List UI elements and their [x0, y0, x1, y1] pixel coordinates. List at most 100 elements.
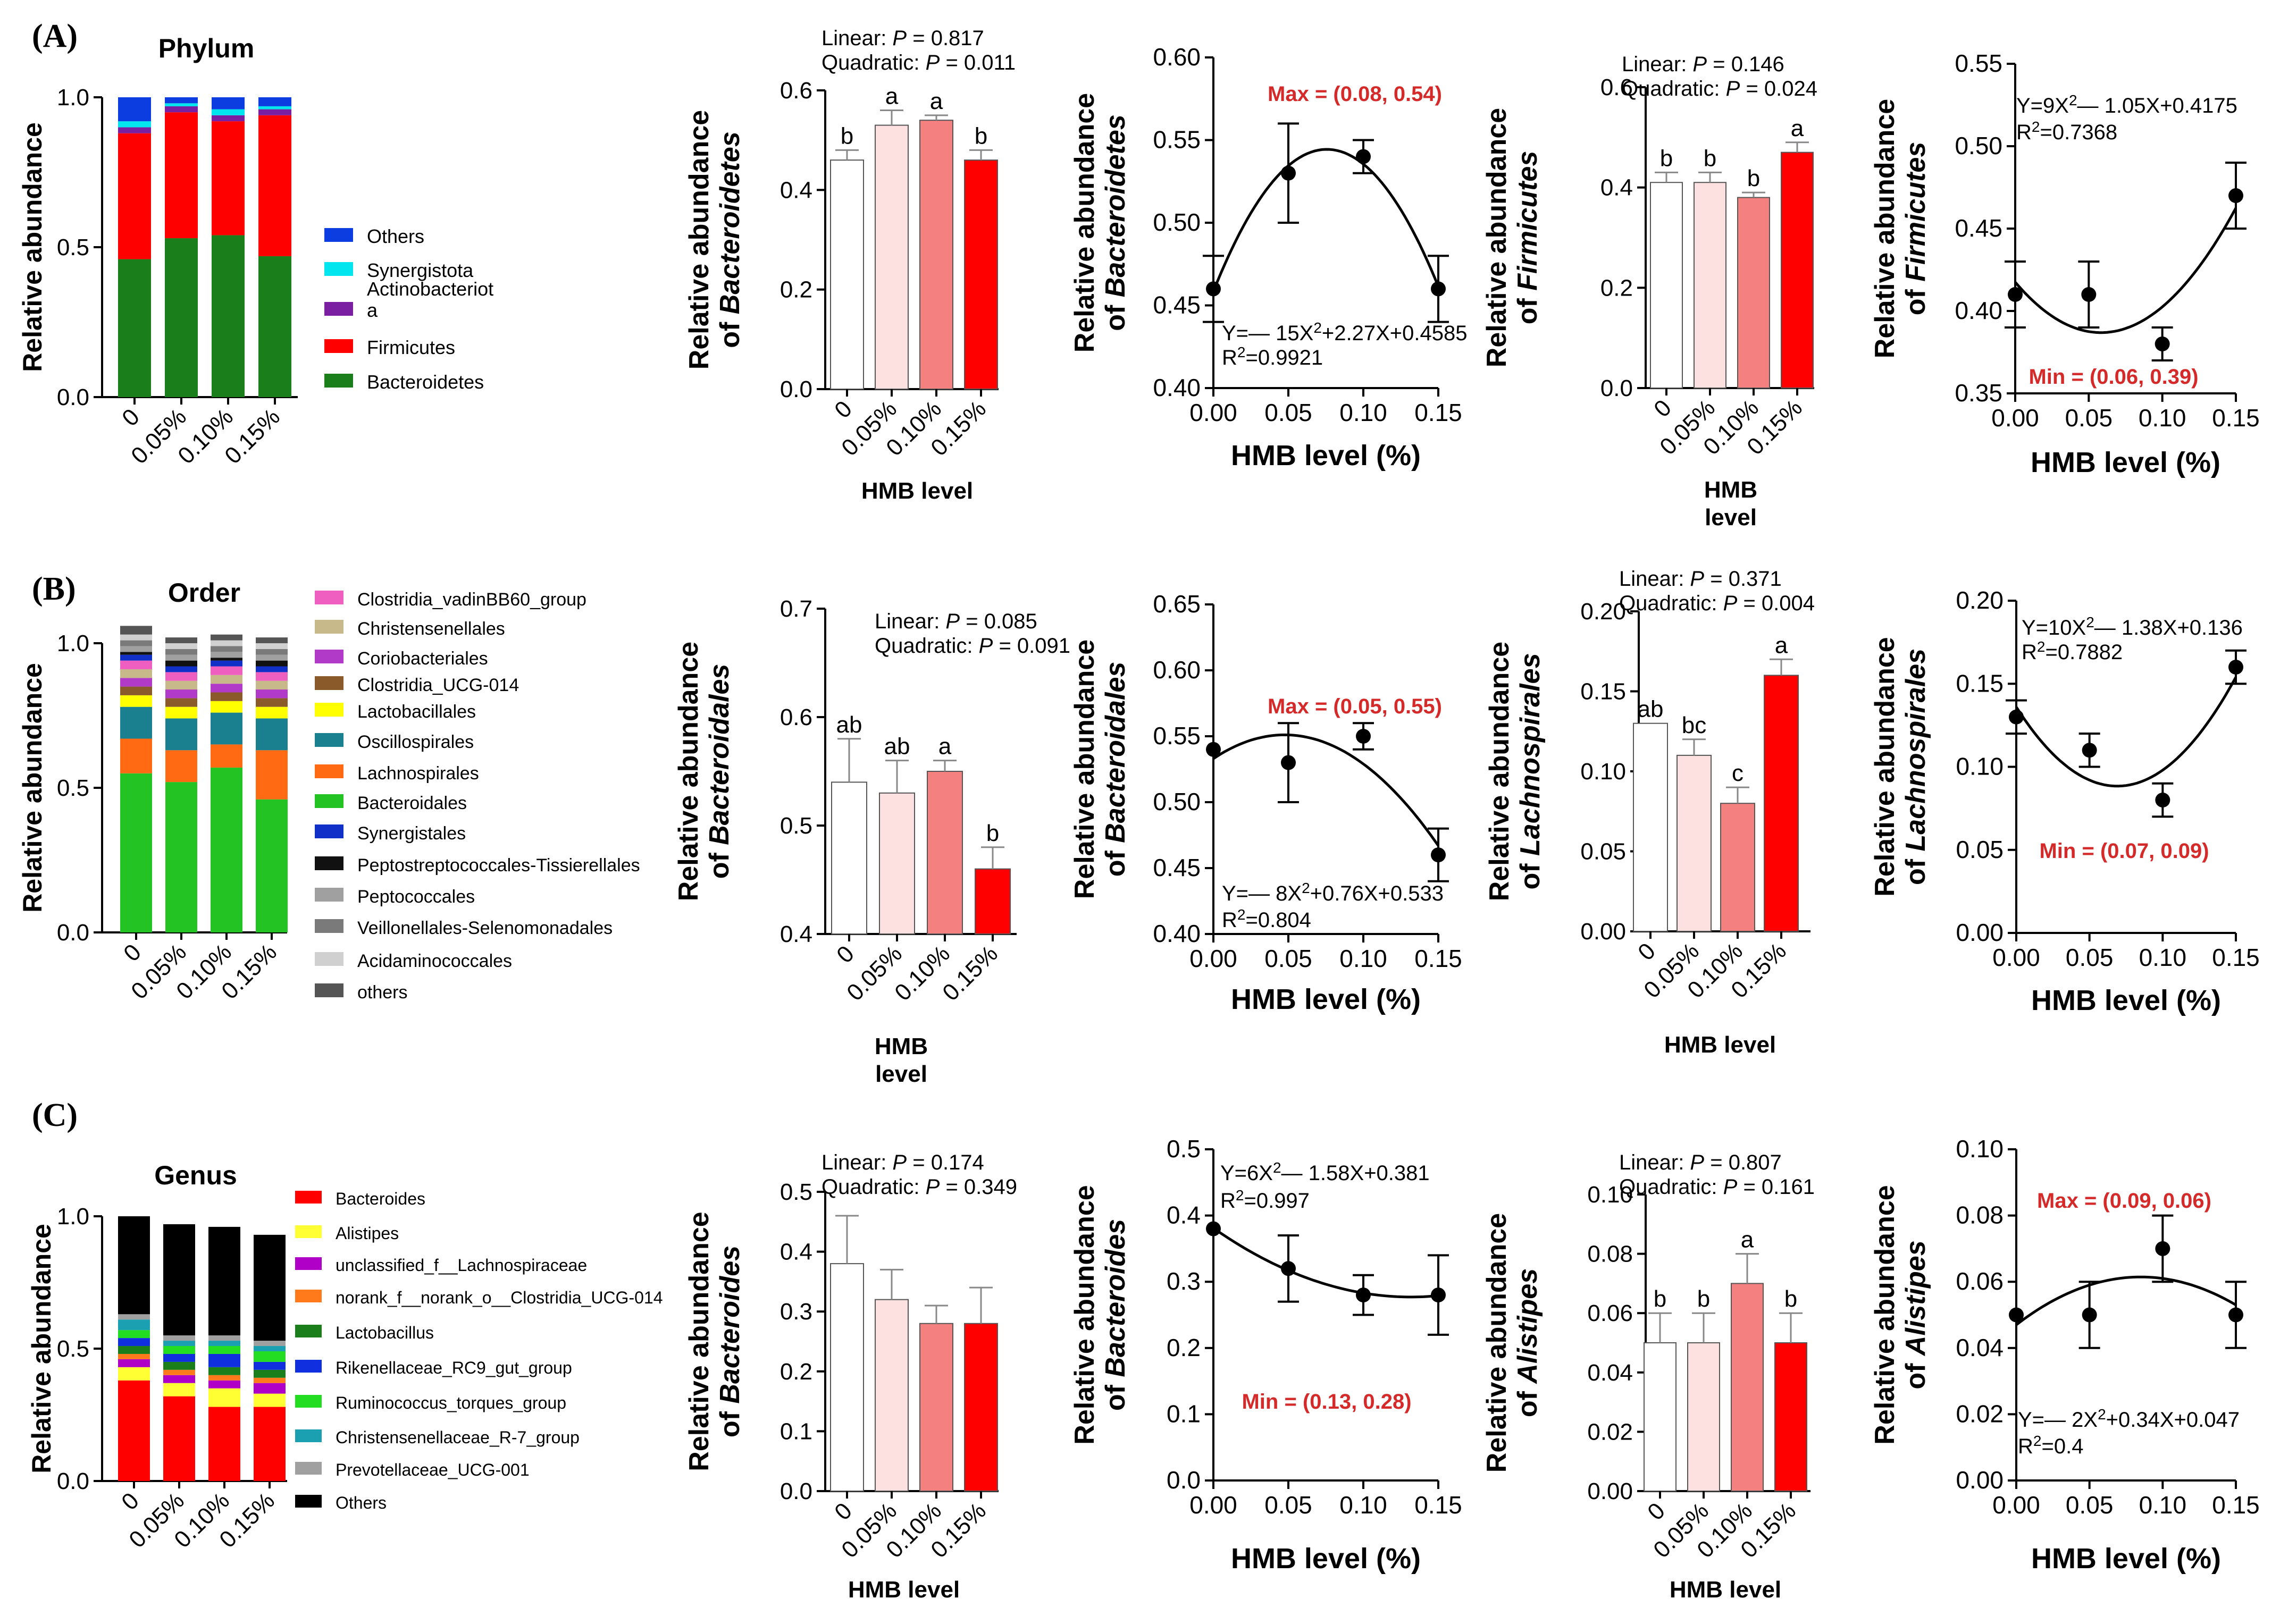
B1-title: Order	[168, 578, 240, 608]
C3-fit-equation: Y=6X2— 1.58X+0.381	[1220, 1159, 1430, 1185]
A4-y-axis-title-line2-part: Firmicutes	[1512, 151, 1543, 291]
C4-p-value-part: Quadratic:	[1619, 1175, 1723, 1199]
C2-bar	[830, 1263, 864, 1492]
B1-legend-swatch	[315, 591, 343, 604]
B2-p-value-part: P	[945, 610, 960, 633]
A2-y-tick-label: 0.2	[780, 277, 812, 303]
C2-y-axis-title-line2: of Bacteroides	[715, 1246, 745, 1437]
B4-p-value-part: P	[1723, 592, 1738, 615]
B4-y-tick-label: 0.15	[1580, 679, 1626, 705]
A2-y-axis-title-line2-part: of	[715, 314, 745, 348]
C3-y-axis-title: Relative abundance	[1069, 1185, 1100, 1444]
A3-x-tick-label: 0.05	[1264, 399, 1312, 426]
C3-y-tick-label: 0.0	[1167, 1466, 1201, 1494]
B5-x-tick-label: 0.10	[2139, 944, 2187, 971]
A4-x-axis-title: level	[1705, 504, 1757, 531]
C1-legend-label: Lactobacillus	[336, 1323, 434, 1342]
A1-y-tick-label: 1.0	[57, 85, 89, 111]
B1-segment-lachnospirales	[120, 738, 152, 773]
B4-y-tick-label: 0.05	[1580, 839, 1626, 865]
B1-legend-swatch	[315, 733, 343, 747]
C1-segment-bacteroides	[208, 1407, 240, 1481]
B1-segment-clostridia-ucg-014	[165, 698, 197, 707]
C1-segment-christensenellaceae-r-7-group	[208, 1341, 240, 1347]
C1-legend-swatch	[295, 1290, 322, 1302]
C1-legend-swatch	[295, 1191, 322, 1204]
A1-segment-synergistota	[118, 121, 151, 128]
B1-legend-label: Veillonellales-Selenomonadales	[357, 918, 613, 938]
C5-x-tick-label: 0.05	[2066, 1491, 2114, 1519]
C5-r-squared-tail: =0.4	[2041, 1435, 2083, 1458]
B5-y-axis-title: Relative abundance	[1870, 637, 1900, 896]
C2-p-value-part: = 0.174	[907, 1151, 984, 1174]
C3-x-tick-label: 0.15	[1414, 1491, 1462, 1519]
A5-y-axis-title: Relative abundance	[1870, 99, 1900, 358]
C2-bar	[919, 1323, 953, 1492]
C2-y-axis-title-line2-part: Bacteroides	[715, 1246, 745, 1404]
A3-x-axis-title: HMB level (%)	[1231, 440, 1421, 472]
A1-segment-synergistota	[165, 103, 198, 106]
B1-legend-swatch	[315, 794, 343, 808]
C4-y-tick-label: 0.10	[1587, 1182, 1633, 1208]
C1-legend-label: unclassified_f__Lachnospiraceae	[336, 1256, 587, 1275]
A1-segment-firmicutes	[118, 133, 151, 259]
A2-p-value-part: P	[926, 51, 940, 74]
A1-segment-actinobacteriota	[118, 127, 151, 133]
A4-significance-letter: b	[1747, 165, 1760, 191]
B1-legend-label: Bacteroidales	[357, 793, 467, 813]
A5-x-tick-label: 0.05	[2065, 404, 2113, 432]
C4-y-tick-label: 0.06	[1587, 1300, 1633, 1326]
A5-data-point	[2155, 336, 2170, 351]
A1-segment-actinobacteriota	[258, 109, 291, 115]
B1-segment-lactobacillales	[211, 701, 242, 713]
A2-p-value-part: P	[892, 27, 907, 50]
A4-p-value: Quadratic: P = 0.024	[1622, 77, 1817, 100]
C1-segment-unclassified-f-lachnospiraceae	[254, 1383, 286, 1394]
B1-legend-label: Peptococcales	[357, 887, 475, 907]
A5-r-squared-tail: =0.7368	[2040, 121, 2117, 144]
C5-fit-equation-base: Y=— 2X	[2018, 1408, 2098, 1432]
B1-segment-lactobacillales	[165, 706, 197, 719]
C4-bar	[1731, 1283, 1764, 1492]
B2-x-axis-title: HMB	[875, 1033, 928, 1059]
A3-y-tick-label: 0.45	[1153, 291, 1201, 319]
B2-y-axis-title: Relative abundance	[673, 642, 704, 901]
A3-y-tick-label: 0.55	[1153, 126, 1201, 154]
B1-legend-label: Lactobacillales	[357, 702, 476, 722]
C4-y-tick-label: 0.04	[1587, 1360, 1633, 1386]
B4-x-axis-title: HMB level	[1664, 1032, 1776, 1058]
C1-segment-rikenellaceae-rc9-gut-group	[163, 1353, 195, 1362]
B2-y-tick-label: 0.4	[780, 921, 812, 947]
C1-segment-lactobacillus	[163, 1361, 195, 1370]
B2-significance-letter: b	[986, 820, 999, 846]
B4-p-value: Quadratic: P = 0.004	[1619, 592, 1815, 615]
B4-bar	[1677, 754, 1712, 932]
B1-segment-bacteroidales	[211, 767, 242, 932]
A5-y-axis-title-line2: of Firmicutes	[1900, 142, 1931, 316]
B1-segment-veillonellales-selenomonadales	[120, 640, 152, 646]
C1-segment-alistipes	[254, 1393, 286, 1407]
C4-x-axis-title: HMB level	[1670, 1577, 1781, 1603]
C1-y-tick-label: 1.0	[57, 1204, 89, 1230]
B3-fit-curve	[1212, 733, 1440, 847]
C3-y-axis-title-line2-part: of	[1100, 1377, 1131, 1411]
B4-significance-letter: a	[1775, 632, 1788, 658]
B3-y-axis-title-line2-part: Bacteroidales	[1100, 662, 1131, 843]
B2-y-axis-title-line2-part: of	[704, 845, 735, 879]
B1-segment-coriobacteriales	[120, 678, 152, 687]
B4-p-value: Linear: P = 0.371	[1619, 567, 1782, 591]
A4-y-tick-label: 0.6	[1600, 74, 1633, 100]
B2-significance-letter: ab	[884, 734, 910, 760]
C4-significance-letter: b	[1654, 1286, 1666, 1312]
B3-y-tick-label: 0.55	[1153, 722, 1201, 750]
C2-p-value-part: P	[892, 1151, 907, 1174]
B1-legend-swatch	[315, 703, 343, 717]
C1-segment-ruminococcus-torques-group	[254, 1351, 286, 1362]
C1-segment-prevotellaceae-ucg-001	[208, 1335, 240, 1341]
C5-extremum-label: Max = (0.09, 0.06)	[2037, 1189, 2211, 1213]
C1-x-tick-label: 0	[116, 1487, 144, 1515]
B4-y-tick-label: 0.20	[1580, 599, 1626, 625]
A1-segment-others	[258, 97, 291, 106]
C3-r-squared: R2=0.997	[1220, 1187, 1310, 1213]
panel-label: (A)	[32, 18, 78, 54]
